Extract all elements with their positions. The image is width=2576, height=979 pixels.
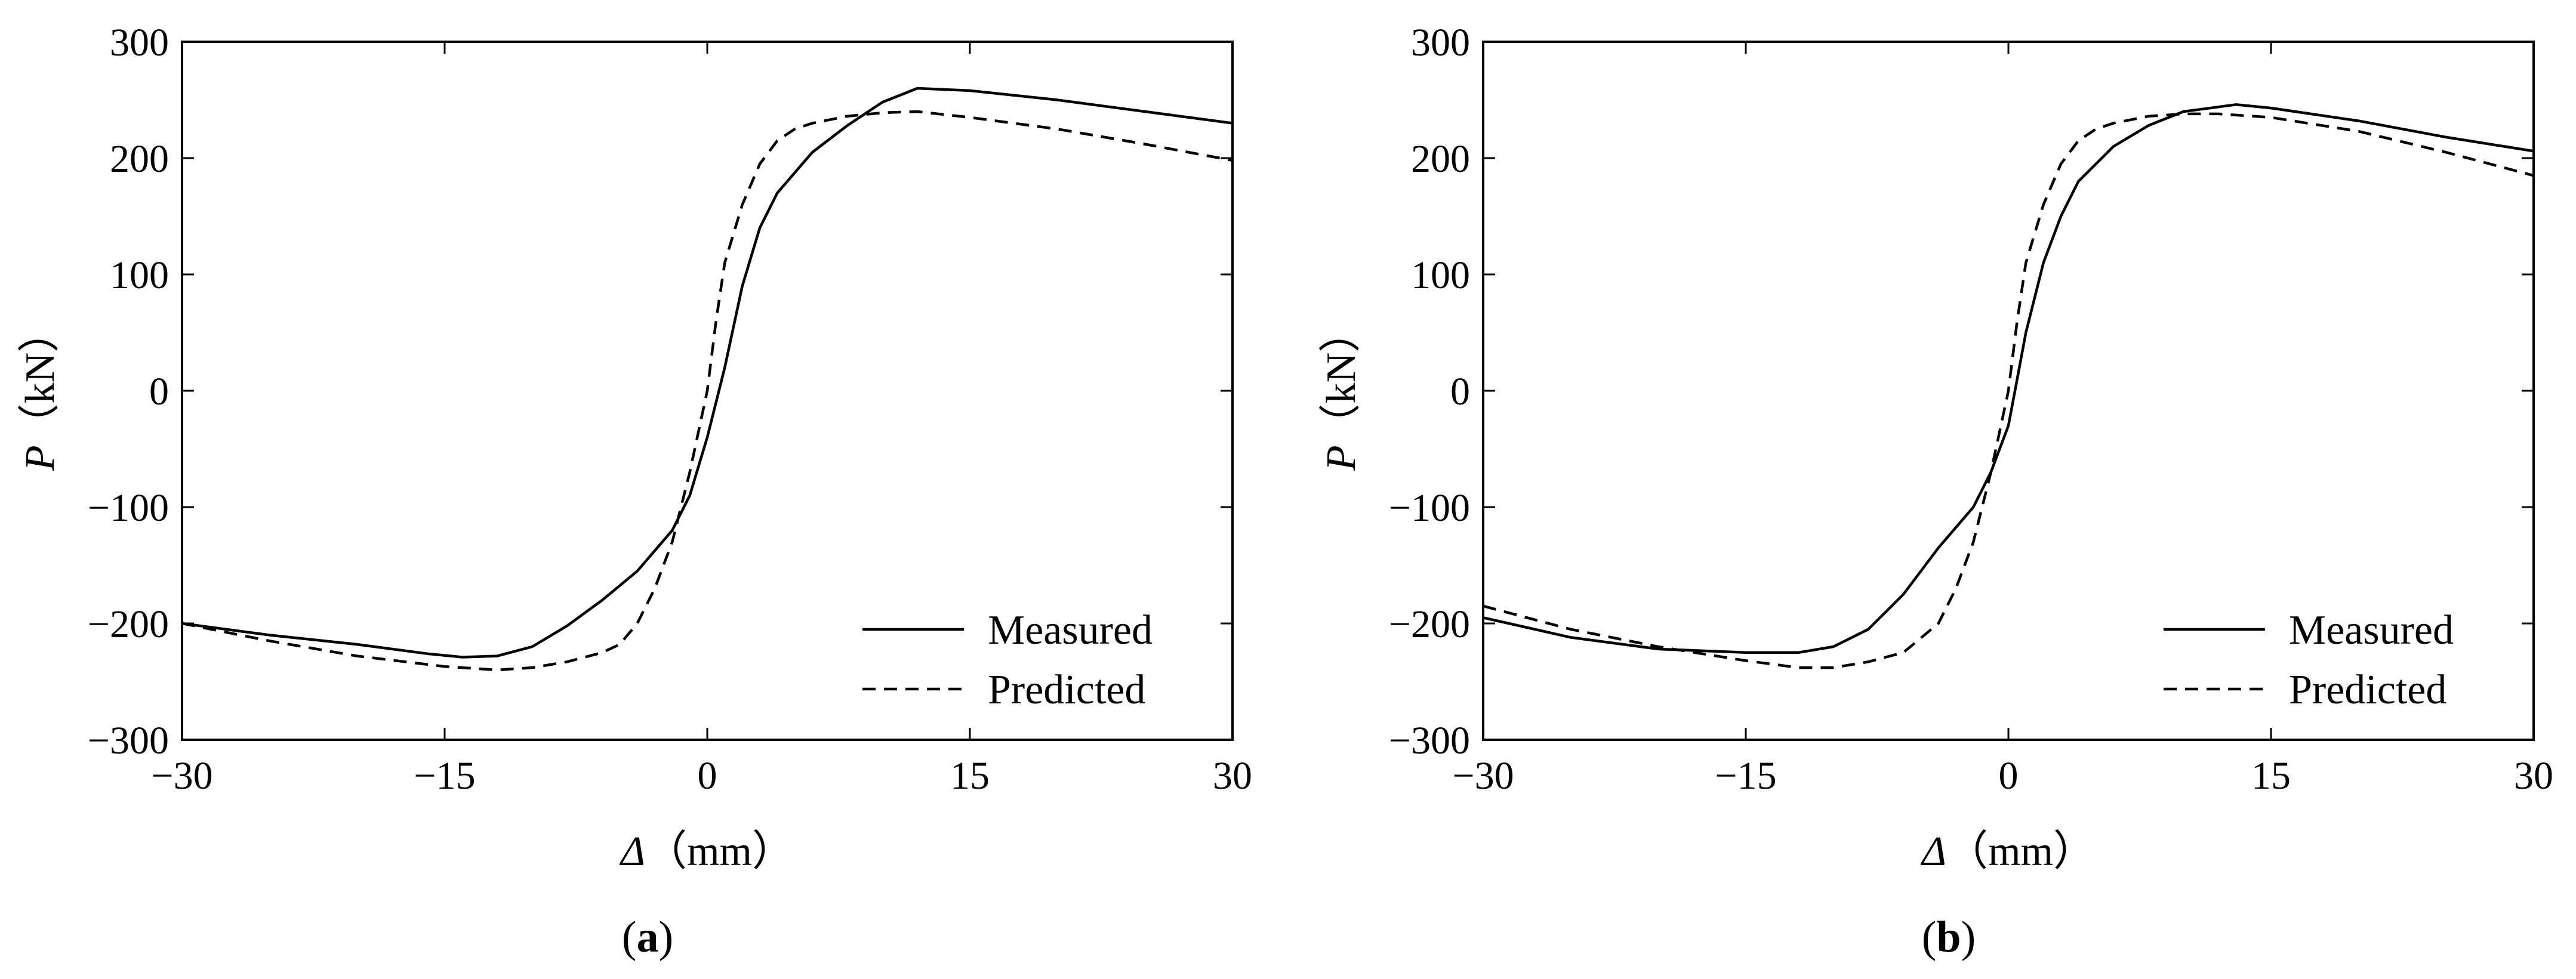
x-axis-label: Δ（mm） — [619, 829, 794, 875]
y-tick-label: 200 — [1411, 137, 1470, 181]
y-tick-label: 0 — [1450, 370, 1470, 413]
x-tick-label: 0 — [698, 754, 717, 798]
y-tick-label: −100 — [1389, 486, 1470, 530]
x-tick-label: −15 — [414, 754, 475, 798]
x-tick-label: 15 — [950, 754, 990, 798]
caption-letter: a — [637, 913, 659, 962]
chart-panel-a: −30 −15 0 15 30 300 200 100 0 −100 −200 −300 Measure… — [17, 21, 1252, 962]
y-tick-label: −100 — [88, 486, 169, 530]
panel-caption: (b) — [1922, 913, 1976, 962]
y-axis-symbol: P — [17, 445, 63, 471]
y-axis-unit: （kN） — [1318, 311, 1364, 446]
legend-label-measured: Measured — [2289, 607, 2454, 653]
x-tick-label: −15 — [1715, 754, 1776, 798]
x-tick-label: 15 — [2251, 754, 2291, 798]
series-predicted-line — [182, 110, 1232, 672]
y-tick-label: −200 — [88, 603, 169, 646]
caption-open-paren: ( — [622, 913, 637, 962]
series-measured-line — [1483, 103, 2534, 654]
y-tick-label: −300 — [1389, 719, 1470, 762]
x-axis-symbol: Δ — [619, 829, 645, 875]
x-axis-unit: （mm） — [645, 829, 794, 875]
caption-letter: b — [1936, 913, 1961, 962]
legend-label-predicted: Predicted — [988, 667, 1145, 713]
y-tick-label: 0 — [149, 370, 169, 413]
y-axis-label: P（kN） — [1318, 311, 1364, 471]
plot-frame — [181, 41, 1234, 741]
x-tick-label: 0 — [1999, 754, 2019, 798]
y-tick-label: 300 — [110, 21, 169, 64]
plot-frame — [1482, 41, 2535, 741]
caption-close-paren: ) — [659, 913, 674, 962]
y-tick-label: 200 — [110, 137, 169, 181]
x-tick-label: 30 — [2514, 754, 2553, 798]
y-tick-label: 100 — [1411, 254, 1470, 297]
caption-open-paren: ( — [1922, 913, 1937, 962]
series-predicted-line — [1483, 112, 2534, 669]
y-axis-label: P（kN） — [17, 311, 63, 471]
y-axis-unit: （kN） — [17, 311, 63, 446]
x-tick-label: 30 — [1213, 754, 1252, 798]
y-tick-label: −200 — [1389, 603, 1470, 646]
y-tick-label: 300 — [1411, 21, 1470, 64]
series-measured-line — [182, 87, 1232, 659]
panel-caption: (a) — [622, 913, 673, 962]
y-axis-symbol: P — [1318, 445, 1364, 471]
x-tick-label: −30 — [151, 754, 212, 798]
caption-close-paren: ) — [1961, 913, 1976, 962]
y-tick-label: −300 — [88, 719, 169, 762]
y-tick-label: 100 — [110, 254, 169, 297]
legend-label-measured: Measured — [988, 607, 1153, 653]
x-axis-label: Δ（mm） — [1920, 829, 2095, 875]
chart-panel-b: −30 −15 0 15 30 300 200 100 0 −100 −200 −300 Measure… — [1318, 21, 2553, 962]
x-axis-unit: （mm） — [1946, 829, 2095, 875]
legend-label-predicted: Predicted — [2289, 667, 2446, 713]
x-axis-symbol: Δ — [1920, 829, 1946, 875]
x-tick-label: −30 — [1452, 754, 1514, 798]
